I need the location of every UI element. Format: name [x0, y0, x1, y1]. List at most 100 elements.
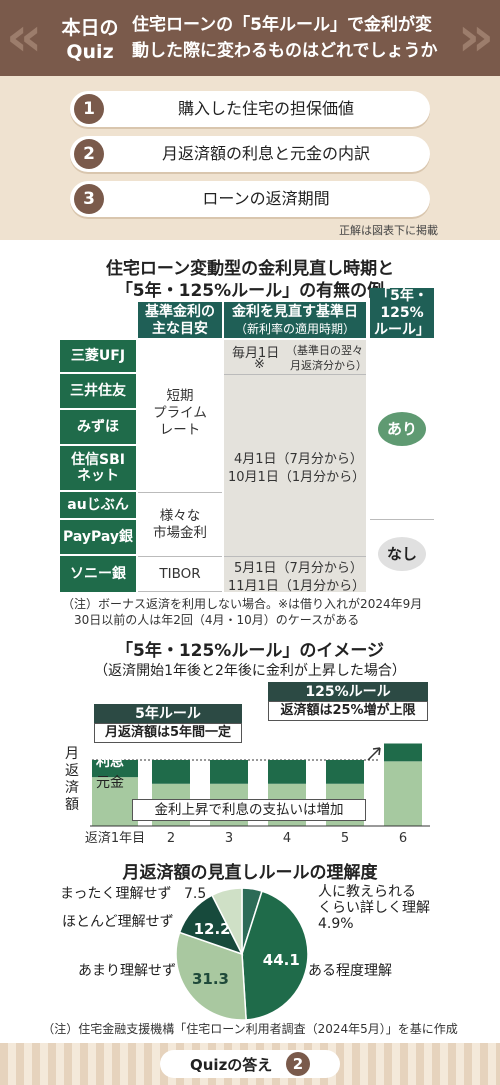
header-review-date: 金利を見直す基準日 （新利率の適用時期） — [224, 302, 366, 338]
base-rate-text: 市場金利 — [153, 525, 207, 541]
pie-chart: 44.1 31.3 12.2 — [175, 887, 309, 1021]
base-rate-text: プライム — [153, 405, 207, 421]
five-year-rule-note: 月返済額は5年間一定 — [94, 723, 242, 743]
bar-principal — [384, 761, 422, 826]
date-april: 4月1日（7月分から） — [234, 452, 363, 467]
base-rate-column — [138, 340, 222, 592]
divider — [224, 374, 366, 375]
pie-label-teach-value: 4.9% — [318, 916, 354, 932]
pie-title: 月返済額の見直しルールの理解度 — [122, 863, 378, 883]
chevron-right-icon: › — [471, 5, 494, 68]
divider — [370, 519, 434, 520]
date-november: 11月1日（1月分から） — [228, 579, 366, 594]
rule-125-note: 返済額は25%増が上限 — [268, 701, 428, 721]
rule-125-label: 125%ルール — [268, 682, 428, 702]
table-note-line2: 30日以前の人は年2回（4月・10月）のケースがある — [74, 613, 360, 627]
quiz-choice-2[interactable]: 2 月返済額の利息と元金の内訳 — [70, 136, 430, 172]
interest-increase-annotation: 金利上昇で利息の支払いは増加 — [132, 799, 366, 821]
pie-label-little: あまり理解せず — [78, 963, 176, 979]
header-review-line2: （新利率の適用時期） — [234, 322, 355, 336]
bar-chart-subtitle: （返済開始1年後と2年後に金利が上昇した場合） — [94, 663, 406, 679]
x-tick-label: 3 — [225, 831, 233, 846]
choice-number: 3 — [74, 184, 104, 214]
base-rate-tibor: TIBOR — [159, 566, 201, 582]
bank-mizuho: みずほ — [60, 410, 136, 444]
choice-number: 1 — [74, 94, 104, 124]
header-rule-line1: 「5年・ — [376, 288, 428, 304]
answer-value: 2 — [286, 1052, 310, 1076]
bar-principal — [92, 777, 138, 826]
header-base-rate-line1: 基準金利の — [145, 304, 215, 320]
chevron-right-icon: › — [457, 5, 480, 68]
answer-label: Quizの答え — [190, 1056, 273, 1074]
date-monthly: 毎月1日 — [232, 346, 280, 361]
quiz-header: ‹ ‹ › › 本日の Quiz 住宅ローンの「5年ルール」で金利が変 動した際… — [0, 0, 500, 76]
pie-value-none: 7.5 — [184, 886, 207, 902]
choice-text: 月返済額の利息と元金の内訳 — [161, 144, 370, 163]
bar-interest — [326, 760, 364, 784]
divider — [224, 556, 366, 557]
quiz-answer-footer: Quizの答え 2 — [0, 1043, 500, 1085]
bar-interest — [210, 760, 248, 784]
answer-location-note: 正解は図表下に掲載 — [339, 224, 438, 237]
quiz-question-line1: 住宅ローンの「5年ルール」で金利が変 — [132, 15, 432, 35]
bank-sbi: 住信SBI ネット — [60, 446, 136, 490]
base-rate-market: 様々な 市場金利 — [138, 508, 222, 542]
header-base-rate: 基準金利の 主な目安 — [138, 302, 222, 338]
base-rate-text: レート — [159, 422, 201, 438]
bank-sony: ソニー銀 — [60, 556, 136, 592]
bank-smbc: 三井住友 — [60, 374, 136, 408]
x-tick-label: 4 — [283, 831, 291, 846]
source-note: （注）住宅金融支援機構「住宅ローン利用者調査（2024年5月）」を基に作成 — [42, 1022, 458, 1036]
bar-chart-title: 「5年・125%ルール」のイメージ — [115, 641, 384, 661]
header-review-line1: 金利を見直す基準日 — [232, 304, 358, 320]
table-title-line2: 「5年・125%ルール」の有無の例 — [115, 281, 385, 301]
answer-pill: Quizの答え 2 — [160, 1050, 340, 1078]
pie-value-label: 44.1 — [263, 951, 300, 969]
quiz-question-line2: 動した際に変わるものはどれでしょうか — [132, 41, 438, 61]
base-rate-text: 様々な — [159, 508, 201, 524]
bar-interest — [384, 743, 422, 762]
pie-label-hardly: ほとんど理解せず — [62, 914, 174, 930]
quiz-label-line1: 本日の — [61, 17, 119, 39]
review-column-bg — [224, 340, 366, 592]
y-axis-label: 月返済額 — [65, 746, 79, 813]
chevron-left-icon: ‹ — [6, 5, 29, 68]
date-monthly-note-line1: （基準日の翌々 — [286, 344, 363, 357]
divider — [138, 556, 222, 557]
pie-slice — [211, 887, 243, 955]
chevron-left-icon: ‹ — [20, 5, 43, 68]
divider — [138, 492, 222, 493]
choice-text: ローンの返済期間 — [202, 189, 330, 208]
date-october: 10月1日（1月分から） — [228, 470, 366, 485]
pie-slice — [175, 931, 247, 1021]
quiz-label-line2: Quiz — [66, 41, 114, 63]
choice-number: 2 — [74, 139, 104, 169]
header-base-rate-line2: 主な目安 — [152, 321, 208, 337]
bar-interest — [92, 760, 138, 778]
table-title-line1: 住宅ローン変動型の金利見直し時期と — [105, 259, 395, 279]
principal-label: 元金 — [96, 775, 124, 791]
pie-value-label: 31.3 — [192, 970, 229, 988]
five-year-rule-label: 5年ルール — [94, 704, 242, 724]
header-rule-line2: 125% — [380, 305, 424, 321]
rule-yes-badge: あり — [378, 412, 426, 446]
quiz-choice-3[interactable]: 3 ローンの返済期間 — [70, 181, 430, 217]
quiz-panel: ‹ ‹ › › 本日の Quiz 住宅ローンの「5年ルール」で金利が変 動した際… — [0, 0, 500, 240]
header-rule: 「5年・ 125% ルール」 — [370, 288, 434, 338]
date-may: 5月1日（7月分から） — [234, 561, 363, 576]
bar-chart: 返済1年目 2 3 4 5 6 — [85, 743, 430, 846]
bar-interest — [268, 760, 306, 784]
interest-label: 利息 — [96, 754, 124, 770]
x-tick-label: 返済1年目 — [85, 830, 145, 846]
pie-slice — [241, 890, 309, 1021]
date-monthly-mark: ※ — [254, 357, 265, 372]
quiz-choice-1[interactable]: 1 購入した住宅の担保価値 — [70, 91, 430, 127]
table-note-line1: （注）ボーナス返済を利用しない場合。※は借り入れが2024年9月 — [62, 597, 423, 611]
date-monthly-note-line2: 月返済分から） — [290, 359, 367, 372]
x-tick-label: 5 — [341, 831, 349, 846]
arrow-icon — [367, 747, 381, 761]
base-rate-text: 短期 — [166, 388, 194, 404]
pie-label-somewhat: ある程度理解 — [308, 963, 392, 979]
bank-mufg: 三菱UFJ — [60, 340, 136, 372]
